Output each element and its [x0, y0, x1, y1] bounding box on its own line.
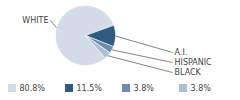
svg-text:11.5%: 11.5% — [77, 84, 103, 93]
svg-text:3.8%: 3.8% — [191, 84, 212, 93]
svg-text:80.8%: 80.8% — [20, 84, 46, 93]
svg-text:WHITE: WHITE — [22, 16, 48, 25]
svg-text:A.I.: A.I. — [175, 48, 188, 57]
svg-text:3.8%: 3.8% — [134, 84, 155, 93]
svg-text:HISPANIC: HISPANIC — [175, 58, 213, 67]
svg-text:BLACK: BLACK — [175, 68, 202, 77]
